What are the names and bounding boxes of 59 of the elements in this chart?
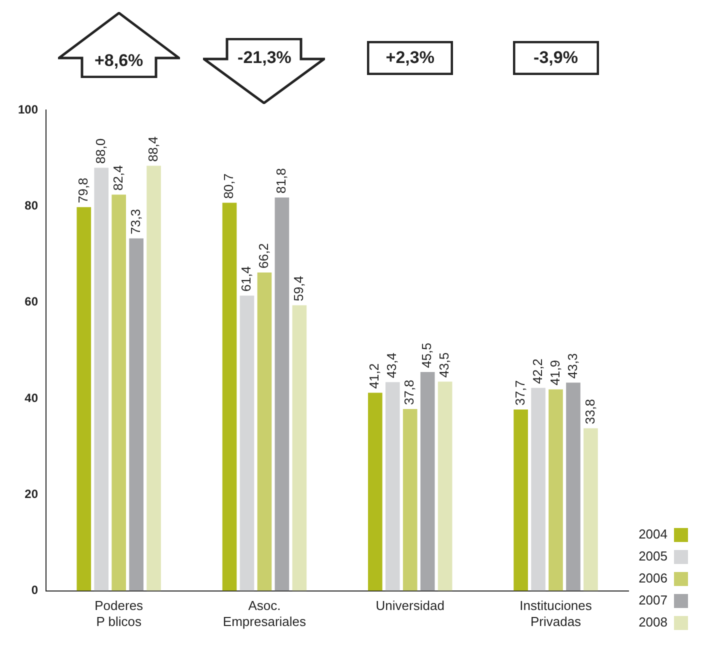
data-label: 43,5 <box>436 352 452 378</box>
data-label: 61,4 <box>238 266 254 292</box>
y-tick-label: 80 <box>24 198 38 212</box>
data-label: 43,4 <box>384 352 400 378</box>
y-tick-label: 20 <box>24 486 38 501</box>
bar <box>292 305 307 591</box>
data-label: 88,4 <box>145 136 160 162</box>
data-label: 79,8 <box>75 178 90 204</box>
data-label: 33,8 <box>582 398 598 424</box>
data-label: 66,2 <box>256 243 272 269</box>
data-label: 42,2 <box>530 358 545 384</box>
bar <box>584 428 598 591</box>
bar <box>548 389 563 591</box>
text: +2,3% <box>386 48 434 68</box>
bar <box>240 296 254 591</box>
data-label: 37,8 <box>402 380 417 406</box>
data-label: 41,2 <box>366 363 382 389</box>
x-tick-label: Universidad <box>376 598 444 614</box>
bar <box>368 392 382 591</box>
y-tick-label: 0 <box>31 583 38 598</box>
legend-label: 2005 <box>638 548 668 564</box>
data-label: 41,9 <box>547 360 562 386</box>
data-label: 88,0 <box>92 138 108 164</box>
bar <box>257 272 272 591</box>
y-tick-label: 100 <box>18 102 38 116</box>
data-label: 43,3 <box>564 353 580 379</box>
y-tick-label: 40 <box>24 390 38 405</box>
text: -21,3% <box>238 48 292 68</box>
data-label: 59,4 <box>291 276 306 302</box>
data-label: 45,5 <box>419 342 434 368</box>
bar <box>274 198 290 591</box>
legend-label: 2007 <box>638 592 668 608</box>
bar <box>129 238 144 591</box>
bar <box>402 409 418 591</box>
bar <box>146 166 161 591</box>
bar <box>514 410 528 591</box>
data-label: 80,7 <box>221 173 236 199</box>
bar <box>222 202 237 591</box>
legend-label: 2004 <box>638 526 668 542</box>
bar <box>420 372 435 591</box>
bar <box>76 207 92 591</box>
legend-label: 2008 <box>638 614 668 630</box>
bar <box>438 382 452 591</box>
y-tick-label: 60 <box>24 294 38 309</box>
data-label: 73,3 <box>128 209 143 234</box>
x-tick-label: Asoc. Empresariales <box>222 598 307 629</box>
data-label: 37,7 <box>512 380 528 406</box>
legend-label: 2006 <box>638 570 668 586</box>
bar <box>112 194 126 591</box>
bar <box>385 382 400 591</box>
data-label: 81,8 <box>274 168 289 194</box>
text: +8,6% <box>94 51 144 71</box>
text: -3,9% <box>534 48 578 68</box>
data-label: 82,4 <box>110 165 126 191</box>
x-tick-label: Poderes P blicos <box>94 598 144 629</box>
x-tick-label: Instituciones Privadas <box>520 598 592 629</box>
bar <box>94 168 109 591</box>
bar <box>531 388 546 591</box>
bar <box>566 382 580 591</box>
